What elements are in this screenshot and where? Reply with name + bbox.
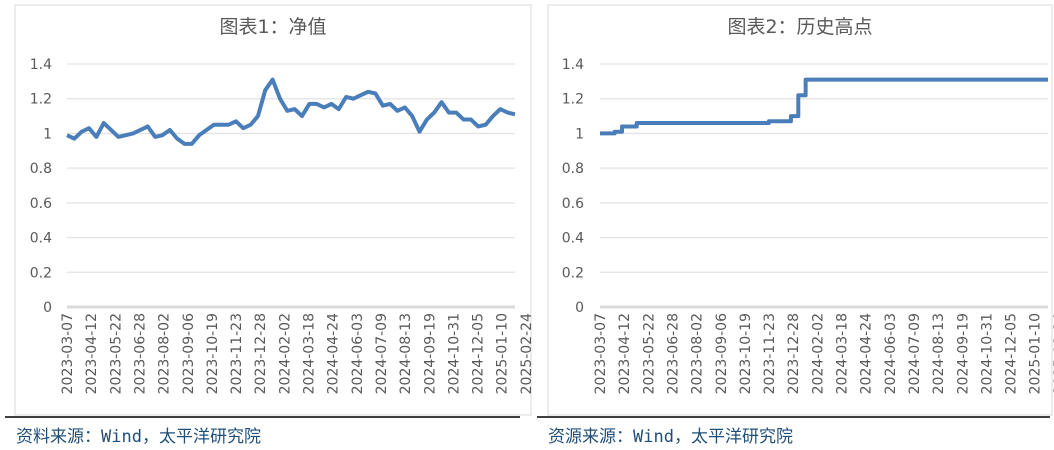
x-tick-label: 2023-12-28: [253, 313, 269, 394]
source-note-1: 资料来源：Wind，太平洋研究院: [16, 427, 261, 447]
x-tick-label: 2024-03-18: [835, 313, 851, 394]
x-tick-label: 2024-07-09: [907, 313, 923, 394]
x-tick-label: 2023-12-28: [786, 313, 802, 394]
y-tick-label: 0: [43, 300, 52, 316]
chart-title: 图表2：历史高点: [727, 16, 872, 38]
x-tick-label: 2023-05-22: [641, 313, 657, 394]
y-tick-label: 0.8: [562, 161, 584, 177]
x-tick-label: 2025-02-24: [519, 313, 535, 394]
chart-2: 图表2：历史高点 0 0.2 0.4 0.6 0.8 1 1.2 1.4 2023-03-07 20…: [537, 4, 1054, 418]
x-tick-label: 2024-08-13: [931, 313, 947, 394]
x-tick-label: 2024-12-05: [471, 313, 487, 394]
x-tick-label: 2024-09-19: [422, 313, 438, 394]
x-tick-label: 2024-02-02: [277, 313, 293, 394]
series-line: [600, 77, 1048, 136]
x-tick-label: 2024-06-03: [350, 313, 366, 394]
chart-frame: [547, 4, 1053, 416]
x-tick-label: 2024-07-09: [374, 313, 390, 394]
x-tick-label: 2023-03-07: [60, 313, 76, 394]
x-tick-label: 2024-12-05: [1004, 313, 1020, 394]
x-tick-label: 2023-06-28: [132, 313, 148, 394]
x-tick-label: 2024-04-24: [859, 313, 875, 394]
x-tick-label: 2023-09-06: [714, 313, 730, 394]
y-tick-label: 1.2: [30, 92, 52, 108]
y-tick-label: 1.2: [562, 92, 584, 108]
x-tick-label: 2023-04-12: [617, 313, 633, 394]
y-tick-label: 1.4: [562, 57, 584, 73]
x-tick-label: 2024-04-24: [326, 313, 342, 394]
x-tick-label: 2023-10-19: [738, 313, 754, 394]
y-tick-label: 1.4: [30, 57, 52, 73]
x-tick-label: 2024-02-02: [810, 313, 826, 394]
y-tick-label: 0.6: [562, 196, 584, 212]
x-tick-label: 2024-09-19: [955, 313, 971, 394]
chart-title: 图表1：净值: [219, 16, 326, 38]
chart-frame: [14, 4, 532, 416]
x-tick-label: 2023-08-02: [157, 313, 173, 394]
x-tick-label: 2024-03-18: [302, 313, 318, 394]
y-tick-label: 0.4: [562, 231, 584, 247]
series-line: [66, 77, 516, 146]
y-tick-label: 0.6: [30, 196, 52, 212]
x-tick-label: 2023-03-07: [593, 313, 609, 394]
source-note-2: 资源来源：Wind，太平洋研究院: [548, 427, 793, 447]
x-tick-label: 2025-02-24: [1052, 313, 1054, 394]
x-tick-label: 2024-06-03: [883, 313, 899, 394]
chart-1: 图表1：净值 0 0.2 0.4 0.6 0.8 1 1.2 1.4 2023-03-07 2023…: [5, 4, 535, 418]
x-tick-label: 2025-01-10: [495, 313, 511, 394]
x-tick-label: 2024-10-31: [446, 313, 462, 394]
x-tick-label: 2023-05-22: [108, 313, 124, 394]
x-tick-label: 2023-06-28: [665, 313, 681, 394]
y-tick-label: 0.8: [30, 161, 52, 177]
y-tick-label: 0: [575, 300, 584, 316]
x-tick-label: 2023-08-02: [690, 313, 706, 394]
y-tick-label: 0.2: [30, 265, 52, 281]
x-tick-label: 2024-10-31: [979, 313, 995, 394]
x-tick-label: 2023-09-06: [181, 313, 197, 394]
y-tick-label: 1: [575, 126, 584, 142]
x-tick-label: 2023-10-19: [205, 313, 221, 394]
y-tick-label: 1: [43, 126, 52, 142]
x-tick-label: 2024-08-13: [398, 313, 414, 394]
y-tick-label: 0.4: [30, 231, 52, 247]
x-tick-label: 2023-11-23: [229, 313, 245, 394]
x-tick-label: 2025-01-10: [1028, 313, 1044, 394]
x-tick-label: 2023-11-23: [762, 313, 778, 394]
y-tick-label: 0.2: [562, 265, 584, 281]
x-tick-label: 2023-04-12: [84, 313, 100, 394]
